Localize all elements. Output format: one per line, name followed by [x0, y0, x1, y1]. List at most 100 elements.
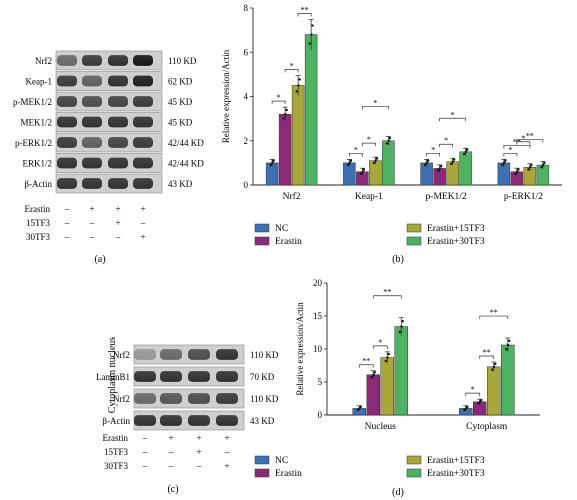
- data-point: [436, 169, 440, 172]
- y-tick-label: 5: [318, 377, 323, 387]
- legend-swatch: [254, 455, 270, 465]
- bar: [366, 374, 380, 416]
- blot-band: [216, 349, 238, 360]
- blot-band: [133, 137, 153, 148]
- legend-entry: NC: [275, 456, 288, 466]
- blot-band: [133, 178, 153, 189]
- data-point: [540, 166, 543, 169]
- significance-mark: **: [362, 357, 370, 366]
- panel-a-caption: (a): [94, 254, 105, 265]
- data-point: [463, 408, 466, 412]
- blot-band: [57, 96, 77, 107]
- blot-band: [82, 137, 102, 148]
- data-point: [311, 24, 314, 27]
- blot-band: [133, 157, 153, 169]
- data-point: [370, 375, 373, 379]
- significance-mark: *: [471, 385, 475, 394]
- molecular-weight-label: 42/44 KD: [168, 158, 204, 168]
- data-point: [295, 90, 298, 93]
- treatment-mark: +: [168, 433, 173, 443]
- bar: [487, 366, 501, 416]
- bar: [459, 151, 472, 186]
- treatment-mark: –: [142, 447, 148, 457]
- bar: [291, 85, 305, 186]
- protein-label: p-MEK1/2: [13, 97, 52, 107]
- blot-band: [188, 415, 210, 426]
- cytoplasm-nucleus-label: Cytoplasm nucleus: [107, 337, 118, 413]
- treatment-mark: +: [140, 204, 145, 214]
- treatment-mark: +: [115, 204, 120, 214]
- significance-bracket: [516, 141, 531, 145]
- data-point: [438, 167, 442, 170]
- protein-label: p-ERK1/2: [15, 138, 52, 148]
- data-point: [504, 159, 507, 162]
- protein-label: ERK1/2: [22, 158, 52, 168]
- legend-entry: Erastin+15TF3: [427, 456, 485, 466]
- x-tick-label: Nucleus: [365, 422, 396, 432]
- bar: [380, 357, 394, 416]
- protein-label: Nrf2: [35, 56, 52, 66]
- significance-mark: **: [383, 288, 391, 297]
- x-tick-label: Nrf2: [283, 191, 301, 202]
- panel-c-caption: (c): [167, 484, 178, 495]
- data-point: [349, 159, 353, 162]
- legend-swatch: [406, 223, 422, 233]
- significance-bracket: [503, 144, 531, 149]
- data-point: [439, 165, 443, 168]
- treatment-mark: +: [89, 204, 94, 214]
- blot-band: [216, 415, 238, 426]
- significance-bracket: [358, 364, 374, 368]
- bar: [278, 113, 292, 186]
- significance-bracket: [439, 117, 466, 122]
- data-point: [508, 339, 511, 343]
- data-point: [359, 405, 362, 409]
- significance-bracket: [372, 345, 388, 349]
- data-point: [356, 408, 359, 412]
- legend-swatch: [406, 455, 422, 465]
- blot-band: [133, 96, 153, 107]
- data-point: [310, 33, 313, 36]
- legend-entry: Erastin+15TF3: [427, 224, 485, 234]
- data-point: [477, 402, 480, 405]
- blot-band: [82, 178, 102, 189]
- molecular-weight-label: 45 KD: [168, 97, 193, 107]
- blot-band: [134, 415, 156, 426]
- data-point: [449, 162, 453, 166]
- data-point: [298, 78, 301, 81]
- treatment-mark: –: [64, 218, 70, 228]
- panel-b-caption: (b): [392, 254, 404, 265]
- molecular-weight-label: 43 KD: [168, 179, 193, 189]
- blot-band: [160, 349, 182, 360]
- legend: NC Erastin Erastin+15TF3 Erastin+30TF3: [254, 223, 485, 247]
- data-point: [282, 117, 285, 120]
- blot-a-labels: Nrf2 110 KD Keap-1 62 KD p-MEK1/2 45 KD MEK1/2…: [13, 56, 204, 242]
- treatment-mark: +: [224, 461, 229, 471]
- protein-label: Nrf2: [113, 394, 130, 404]
- y-tick-label: 2: [244, 136, 249, 146]
- blot-band: [82, 55, 102, 66]
- significance-bracket: [426, 152, 440, 157]
- legend-entry: NC: [275, 224, 288, 234]
- significance-mark: **: [490, 308, 498, 317]
- significance-bracket: [372, 295, 402, 299]
- data-point: [514, 172, 517, 176]
- molecular-weight-label: 42/44 KD: [168, 138, 204, 148]
- data-point: [297, 84, 300, 87]
- blot-c-strips: [133, 344, 245, 431]
- significance-bracket: [479, 355, 495, 360]
- significance-mark: *: [508, 145, 512, 154]
- significance-bracket: [297, 13, 312, 17]
- protein-label: LaminB1: [96, 372, 130, 382]
- blot-band: [57, 137, 77, 148]
- blot-band: [108, 75, 128, 87]
- blot-band: [108, 178, 128, 189]
- chart-d: 0 5 10 15 20 Relative expression/Actin Nucleus…: [295, 278, 540, 432]
- molecular-weight-label: 110 KD: [250, 394, 279, 404]
- data-point: [386, 356, 389, 359]
- blot-band: [57, 116, 77, 128]
- data-point: [515, 170, 519, 173]
- blot-band: [133, 75, 153, 87]
- significance-mark: *: [373, 98, 377, 107]
- protein-label: β-Actin: [102, 416, 130, 426]
- significance-mark: *: [367, 135, 371, 144]
